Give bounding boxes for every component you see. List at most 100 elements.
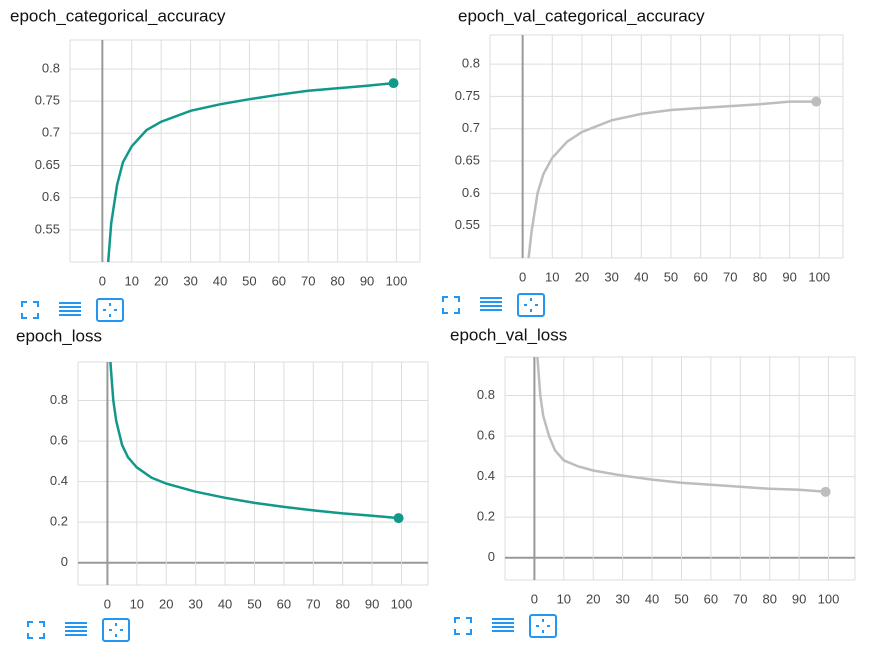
x-tick-label: 80	[762, 591, 776, 606]
y-tick-label: 0.8	[462, 56, 480, 71]
x-tick-label: 0	[99, 273, 106, 288]
x-tick-label: 0	[104, 596, 111, 611]
y-tick-label: 0.4	[50, 473, 68, 488]
toggle-log-button[interactable]	[492, 618, 514, 632]
x-tick-label: 60	[272, 273, 286, 288]
chart-title: epoch_loss	[16, 326, 102, 345]
y-tick-label: 0.7	[42, 125, 60, 140]
x-tick-label: 50	[247, 596, 261, 611]
icon[interactable]	[524, 298, 538, 312]
fullscreen-button[interactable]	[442, 296, 460, 314]
toolbar	[442, 293, 545, 317]
x-tick-label: 50	[664, 269, 678, 284]
x-tick-label: 80	[335, 596, 349, 611]
icon[interactable]	[102, 618, 130, 642]
x-tick-label: 30	[604, 269, 618, 284]
x-tick-label: 80	[330, 273, 344, 288]
y-tick-label: 0	[61, 554, 68, 569]
y-tick-label: 0.65	[455, 152, 480, 167]
x-tick-label: 20	[586, 591, 600, 606]
icon[interactable]	[517, 293, 545, 317]
x-tick-label: 40	[218, 596, 232, 611]
y-tick-label: 0.75	[455, 88, 480, 103]
x-tick-label: 70	[733, 591, 747, 606]
x-tick-label: 90	[360, 273, 374, 288]
icon[interactable]	[454, 617, 472, 635]
toolbar	[27, 618, 130, 642]
fullscreen-button[interactable]	[21, 301, 39, 319]
icon[interactable]	[529, 614, 557, 638]
fit-domain-button[interactable]	[529, 614, 557, 638]
y-tick-label: 0.6	[462, 185, 480, 200]
y-tick-label: 0.6	[42, 189, 60, 204]
y-tick-label: 0	[488, 549, 495, 564]
icon[interactable]	[96, 298, 124, 322]
y-tick-label: 0.2	[477, 509, 495, 524]
data-line	[536, 356, 826, 494]
toolbar	[454, 614, 557, 638]
x-tick-label: 40	[634, 269, 648, 284]
y-tick-label: 0.6	[50, 433, 68, 448]
fit-domain-button[interactable]	[517, 293, 545, 317]
x-tick-label: 40	[645, 591, 659, 606]
x-tick-label: 10	[125, 273, 139, 288]
y-tick-label: 0.55	[35, 221, 60, 236]
fit-domain-button[interactable]	[96, 298, 124, 322]
fit-domain-button[interactable]	[102, 618, 130, 642]
x-tick-label: 0	[531, 591, 538, 606]
toolbar	[21, 298, 124, 322]
icon[interactable]	[103, 303, 117, 317]
icon[interactable]	[109, 623, 123, 637]
fullscreen-button[interactable]	[454, 617, 472, 635]
x-tick-label: 60	[693, 269, 707, 284]
chart-panel: epoch_val_categorical_accuracy 0.55 0.6 0.6…	[455, 6, 844, 284]
y-tick-label: 0.6	[477, 428, 495, 443]
x-tick-label: 50	[674, 591, 688, 606]
chart-panel: epoch_categorical_accuracy 0.55 0.6 0.65 0.7…	[10, 6, 421, 288]
x-tick-label: 100	[818, 591, 840, 606]
y-tick-label: 0.8	[477, 387, 495, 402]
data-line	[109, 361, 399, 520]
y-tick-label: 0.8	[50, 392, 68, 407]
x-tick-label: 70	[306, 596, 320, 611]
chart-title: epoch_val_categorical_accuracy	[458, 6, 705, 25]
x-tick-label: 0	[519, 269, 526, 284]
icon[interactable]	[21, 301, 39, 319]
y-tick-label: 0.7	[462, 120, 480, 135]
chart-panel: epoch_val_loss 0 0.2 0.4 0.6 0.8 0 10 20 30 40 50 60…	[450, 325, 856, 606]
x-tick-label: 90	[792, 591, 806, 606]
toggle-log-button[interactable]	[59, 302, 81, 316]
x-tick-label: 20	[575, 269, 589, 284]
toggle-log-button[interactable]	[65, 622, 87, 636]
x-tick-label: 10	[545, 269, 559, 284]
icon[interactable]	[27, 621, 45, 639]
x-tick-label: 30	[183, 273, 197, 288]
x-tick-label: 100	[808, 269, 830, 284]
x-tick-label: 60	[277, 596, 291, 611]
chart-title: epoch_categorical_accuracy	[10, 6, 226, 25]
y-tick-label: 0.2	[50, 514, 68, 529]
last-point	[820, 486, 831, 497]
chart-title: epoch_val_loss	[450, 325, 567, 344]
y-tick-label: 0.8	[42, 60, 60, 75]
y-tick-label: 0.65	[35, 157, 60, 172]
x-tick-label: 10	[557, 591, 571, 606]
fullscreen-button[interactable]	[27, 621, 45, 639]
chart-panel: epoch_loss 0 0.2 0.4 0.6 0.8 0 10 20 30 40 50 60 70 80…	[16, 326, 429, 611]
y-tick-label: 0.4	[477, 468, 495, 483]
x-tick-label: 20	[159, 596, 173, 611]
icon[interactable]	[442, 296, 460, 314]
x-tick-label: 80	[753, 269, 767, 284]
x-tick-label: 100	[391, 596, 413, 611]
x-tick-label: 60	[704, 591, 718, 606]
x-tick-label: 70	[301, 273, 315, 288]
icon[interactable]	[536, 619, 550, 633]
x-tick-label: 30	[188, 596, 202, 611]
x-tick-label: 90	[365, 596, 379, 611]
toggle-log-button[interactable]	[480, 297, 502, 311]
y-tick-label: 0.55	[455, 217, 480, 232]
x-tick-label: 70	[723, 269, 737, 284]
x-tick-label: 40	[213, 273, 227, 288]
